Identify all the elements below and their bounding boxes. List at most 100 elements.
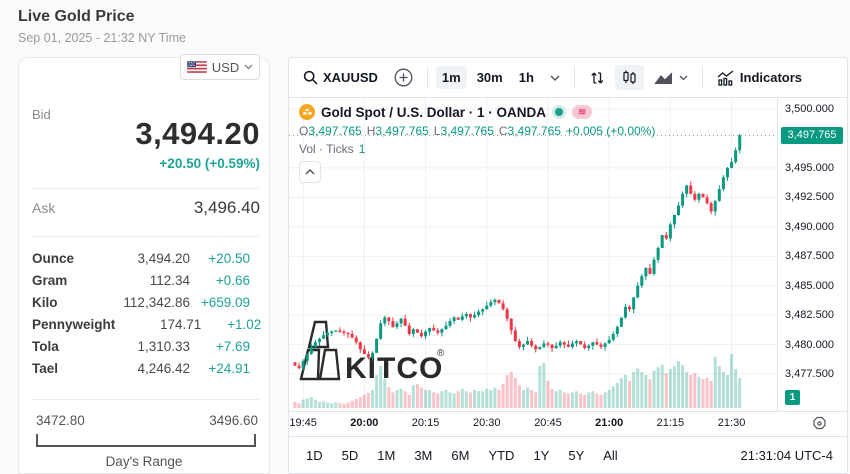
unit-label: Gram <box>32 273 68 288</box>
unit-label: Tola <box>32 339 59 354</box>
axis-settings-icon[interactable] <box>812 416 827 431</box>
area-style-button[interactable] <box>648 67 694 89</box>
time-axis-label: 20:00 <box>350 417 379 429</box>
unit-change: +659.09 <box>200 295 250 310</box>
ask-price: 3,496.40 <box>193 198 260 217</box>
kitco-watermark: KITCO® <box>299 320 445 385</box>
unit-change: +24.91 <box>208 361 250 376</box>
range-button-all[interactable]: All <box>603 448 618 463</box>
chevron-down-icon <box>679 75 688 81</box>
unit-row-pennyweight: Pennyweight 174.71 +1.02 <box>14 314 262 336</box>
chart-legend: Gold Spot / U.S. Dollar · 1 · OANDA ≋ O3… <box>299 104 660 156</box>
unit-row-kilo: Kilo 112,342.86 +659.09 <box>14 292 260 314</box>
currency-selector[interactable]: USD <box>180 54 260 80</box>
volume-label: Vol · Ticks <box>299 142 354 156</box>
ask-label: Ask <box>32 200 56 216</box>
toolbar-separator <box>426 66 428 89</box>
volume-axis-badge: 1 <box>785 390 800 405</box>
indicators-button[interactable]: Indicators <box>711 66 808 90</box>
time-axis-label: 20:30 <box>472 417 501 429</box>
compare-add-button[interactable] <box>388 64 419 91</box>
price-axis-label: 3,482.500 <box>785 309 834 322</box>
gold-coin-icon <box>299 104 315 120</box>
unit-change: +1.02 <box>227 317 262 332</box>
bid-change: +20.50 (+0.59%) <box>159 156 260 171</box>
time-axis-label: 20:15 <box>411 417 440 429</box>
day-range-high: 3496.60 <box>209 413 258 428</box>
bid-price: 3,494.20 <box>135 116 260 151</box>
unit-label: Tael <box>32 361 59 376</box>
candlestick-style-button[interactable] <box>614 65 644 90</box>
volume-value: 1 <box>358 142 366 156</box>
unit-change: +7.69 <box>215 339 250 354</box>
range-selector-bar: 1D 5D 1M 3M 6M YTD 1Y 5Y All 21:31:04 UTC-4 <box>289 436 847 474</box>
price-axis-label: 3,500.000 <box>785 103 834 115</box>
unit-change: +20.50 <box>208 251 250 266</box>
range-button-6m[interactable]: 6M <box>451 448 470 463</box>
us-flag-icon <box>186 61 207 73</box>
range-button-5d[interactable]: 5D <box>341 448 359 463</box>
range-button-1y[interactable]: 1Y <box>533 448 550 463</box>
range-button-3m[interactable]: 3M <box>414 448 433 463</box>
toolbar-separator <box>701 66 703 89</box>
area-chart-icon <box>654 71 674 85</box>
unit-row-ounce: Ounce 3,494.20 +20.50 <box>14 248 260 270</box>
indicators-label: Indicators <box>739 70 803 85</box>
chevron-down-icon <box>550 75 560 81</box>
legend-symbol-title[interactable]: Gold Spot / U.S. Dollar · 1 · OANDA <box>321 104 547 120</box>
time-axis-label: 21:30 <box>717 417 746 429</box>
symbol-search-button[interactable]: XAUUSD <box>297 66 384 89</box>
page-title: Live Gold Price <box>18 8 135 25</box>
divider <box>32 399 260 400</box>
range-button-ytd[interactable]: YTD <box>488 448 515 463</box>
price-axis-label: 3,480.000 <box>785 338 834 351</box>
unit-value: 112.34 <box>149 273 190 288</box>
indicators-icon <box>717 69 735 86</box>
chart-toolbar: XAUUSD 1m 30m 1h <box>289 58 847 98</box>
tradingview-chart-panel: XAUUSD 1m 30m 1h <box>288 57 848 474</box>
search-icon <box>303 70 318 85</box>
unit-label: Pennyweight <box>32 317 116 332</box>
range-button-1d[interactable]: 1D <box>306 448 323 463</box>
page-timestamp: Sep 01, 2025 - 21:32 NY Time <box>18 31 186 45</box>
unit-row-tola: Tola 1,310.33 +7.69 <box>14 336 260 358</box>
unit-value: 1,310.33 <box>137 339 190 354</box>
price-axis-label: 3,490.000 <box>785 220 834 233</box>
arrows-updown-icon <box>589 70 605 86</box>
toolbar-separator <box>573 66 575 89</box>
ask-row: Ask 3,496.40 <box>32 198 260 218</box>
volume-legend: Vol · Ticks 1 <box>299 142 660 156</box>
range-button-1m[interactable]: 1M <box>377 448 396 463</box>
price-axis[interactable]: 3,497.765 1 3,500.000 3,495.000 3,492.500 3… <box>777 98 847 411</box>
price-axis-label: 3,492.500 <box>785 191 834 204</box>
unit-row-tael: Tael 4,246.42 +24.91 <box>14 358 260 380</box>
time-axis[interactable]: 19:45 20:00 20:15 20:30 20:45 21:00 21:15 21:30 <box>289 411 847 436</box>
unit-label: Ounce <box>32 251 75 266</box>
interval-1h-button[interactable]: 1h <box>518 70 534 85</box>
time-axis-label: 21:15 <box>656 417 685 429</box>
bid-label: Bid <box>32 107 51 122</box>
price-axis-label: 3,477.500 <box>785 368 834 380</box>
svg-text:®: ® <box>437 348 445 359</box>
unit-value: 4,246.42 <box>137 361 190 376</box>
day-range-bracket <box>36 434 256 447</box>
unit-value: 174.71 <box>159 317 202 332</box>
time-axis-label: 21:00 <box>595 417 624 429</box>
symbol-label: XAUUSD <box>323 70 378 85</box>
market-open-icon <box>552 105 567 119</box>
bar-arrows-button[interactable] <box>583 66 611 90</box>
chart-clock[interactable]: 21:31:04 UTC-4 <box>740 448 834 463</box>
plus-circle-icon <box>394 68 413 87</box>
unit-change: +0.66 <box>215 273 250 288</box>
currency-label: USD <box>211 59 240 75</box>
unit-label: Kilo <box>32 295 58 310</box>
divider <box>32 188 260 189</box>
interval-1m-button[interactable]: 1m <box>435 66 467 89</box>
day-range-label: Day's Range <box>105 454 183 469</box>
range-button-5y[interactable]: 5Y <box>568 448 585 463</box>
legend-collapse-button[interactable] <box>299 161 321 183</box>
interval-menu-button[interactable] <box>544 71 566 85</box>
candlestick-chart-canvas[interactable]: KITCO® <box>289 98 777 411</box>
interval-30m-button[interactable]: 30m <box>476 70 503 85</box>
svg-text:KITCO: KITCO <box>345 352 443 385</box>
